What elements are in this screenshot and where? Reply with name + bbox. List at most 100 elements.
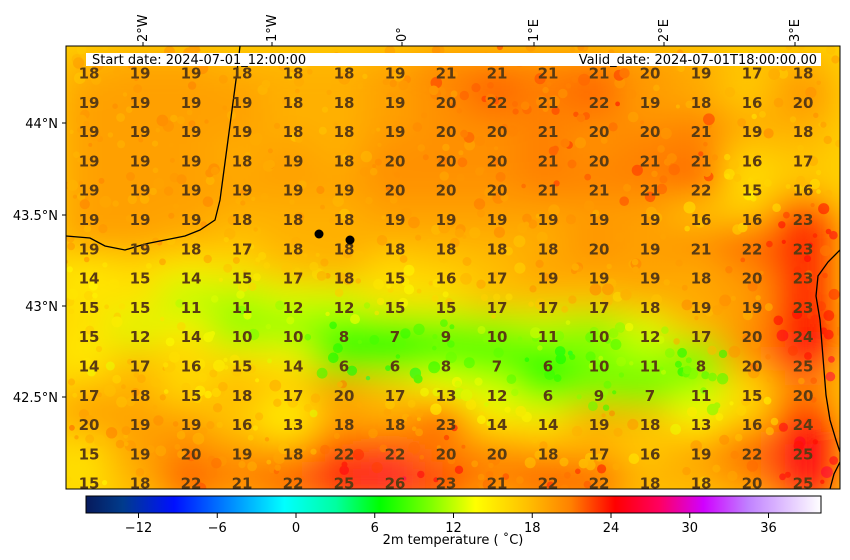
colorbar-tick-label: 12 xyxy=(445,521,462,536)
grid-value: 17 xyxy=(79,387,100,405)
grid-value: 19 xyxy=(181,94,202,112)
grid-value: 16 xyxy=(742,94,763,112)
grid-value: 19 xyxy=(181,211,202,229)
grid-value: 19 xyxy=(232,445,253,463)
grid-value: 20 xyxy=(436,123,457,141)
grid-value: 21 xyxy=(232,475,253,493)
grid-value: 14 xyxy=(79,358,100,376)
grid-value: 19 xyxy=(181,65,202,83)
grid-value: 20 xyxy=(640,123,661,141)
colorbar-tick-label: 6 xyxy=(371,521,379,536)
grid-value: 19 xyxy=(742,299,763,317)
grid-value: 19 xyxy=(385,65,406,83)
grid-value: 19 xyxy=(130,211,151,229)
colorbar-tick-label: 30 xyxy=(681,521,698,536)
colorbar-tick-label: 18 xyxy=(524,521,541,536)
grid-value: 21 xyxy=(538,152,559,170)
grid-value: 15 xyxy=(232,270,253,288)
grid-value: 20 xyxy=(487,182,508,200)
grid-value: 12 xyxy=(130,328,151,346)
grid-value: 22 xyxy=(181,475,202,493)
grid-value: 21 xyxy=(691,123,712,141)
grid-value: 21 xyxy=(538,123,559,141)
grid-value: 20 xyxy=(436,182,457,200)
grid-value: 21 xyxy=(640,152,661,170)
header-strip xyxy=(86,53,821,66)
colorbar-tick-label: −6 xyxy=(208,521,227,536)
grid-value: 19 xyxy=(640,240,661,258)
grid-value: 18 xyxy=(283,94,304,112)
grid-value: 25 xyxy=(793,475,814,493)
grid-value: 11 xyxy=(232,299,253,317)
grid-value: 23 xyxy=(793,240,814,258)
grid-value: 23 xyxy=(793,211,814,229)
grid-value: 19 xyxy=(640,211,661,229)
grid-value: 15 xyxy=(79,445,100,463)
grid-value: 18 xyxy=(334,94,355,112)
grid-value: 8 xyxy=(696,358,706,376)
grid-value: 17 xyxy=(793,152,814,170)
grid-value: 18 xyxy=(691,270,712,288)
grid-value: 19 xyxy=(232,182,253,200)
colorbar-tick-label: 36 xyxy=(760,521,777,536)
grid-value: 20 xyxy=(742,328,763,346)
grid-value: 21 xyxy=(487,65,508,83)
valid-date-label: Valid_date: 2024-07-01T18:00:00.00 xyxy=(579,53,817,68)
grid-value: 19 xyxy=(79,211,100,229)
grid-value: 20 xyxy=(589,123,610,141)
latitude-label: 44°N xyxy=(25,117,58,132)
latitude-label: 43°N xyxy=(25,300,58,315)
grid-value: 22 xyxy=(283,475,304,493)
grid-value: 17 xyxy=(130,358,151,376)
grid-value: 22 xyxy=(589,475,610,493)
grid-value: 13 xyxy=(691,416,712,434)
grid-value: 20 xyxy=(436,445,457,463)
grid-value: 18 xyxy=(691,94,712,112)
grid-value: 18 xyxy=(334,270,355,288)
grid-value: 20 xyxy=(742,475,763,493)
grid-value: 20 xyxy=(385,152,406,170)
grid-value: 10 xyxy=(487,328,508,346)
longitude-label: 2°W xyxy=(136,14,151,42)
grid-value: 22 xyxy=(691,182,712,200)
grid-value: 15 xyxy=(742,387,763,405)
colorbar-ticks: −12 −6 0 6 12 18 24 30 36 xyxy=(125,513,777,536)
grid-value: 20 xyxy=(487,445,508,463)
coastline-east-lower xyxy=(829,461,840,489)
latitude-label: 43.5°N xyxy=(13,209,58,224)
grid-value: 18 xyxy=(385,240,406,258)
grid-value: 18 xyxy=(283,445,304,463)
grid-value: 20 xyxy=(436,94,457,112)
grid-value: 10 xyxy=(283,328,304,346)
grid-value: 19 xyxy=(79,94,100,112)
grid-value: 16 xyxy=(742,152,763,170)
grid-value: 21 xyxy=(538,182,559,200)
grid-value: 18 xyxy=(691,475,712,493)
grid-value: 14 xyxy=(487,416,508,434)
grid-value: 19 xyxy=(742,123,763,141)
grid-value: 18 xyxy=(130,475,151,493)
grid-value: 18 xyxy=(334,152,355,170)
grid-value: 17 xyxy=(538,299,559,317)
grid-value: 19 xyxy=(232,94,253,112)
grid-value: 6 xyxy=(543,358,553,376)
longitude-labels: 2°W 1°W 0° 1°E 2°E 3°E xyxy=(136,14,803,46)
grid-value: 6 xyxy=(390,358,400,376)
grid-value: 12 xyxy=(487,387,508,405)
grid-value: 17 xyxy=(283,387,304,405)
grid-value: 17 xyxy=(232,240,253,258)
grid-value: 20 xyxy=(385,182,406,200)
grid-value: 23 xyxy=(793,299,814,317)
grid-value: 19 xyxy=(130,65,151,83)
grid-value: 18 xyxy=(640,475,661,493)
grid-value: 19 xyxy=(589,270,610,288)
grid-value: 16 xyxy=(181,358,202,376)
grid-value: 17 xyxy=(487,270,508,288)
grid-value: 14 xyxy=(538,416,559,434)
grid-value: 19 xyxy=(283,182,304,200)
colorbar-gradient xyxy=(85,495,822,514)
longitude-label: 1°E xyxy=(527,19,542,42)
longitude-label: 3°E xyxy=(788,19,803,42)
grid-value: 16 xyxy=(232,416,253,434)
grid-value: 22 xyxy=(487,94,508,112)
